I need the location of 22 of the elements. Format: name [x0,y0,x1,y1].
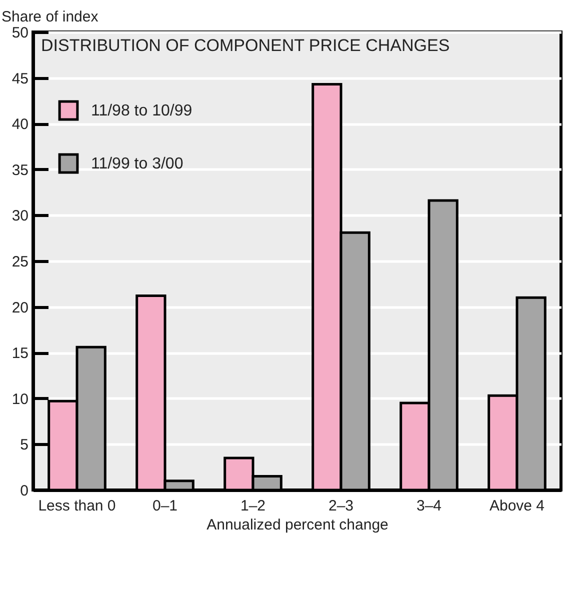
y-axis-title: Share of index [2,8,99,26]
x-tick-label: Less than 0 [38,498,116,514]
chart-title: DISTRIBUTION OF COMPONENT PRICE CHANGES [41,36,450,55]
y-tick-label: 40 [12,116,28,134]
y-tick-label: 15 [12,345,28,362]
x-axis-title: Annualized percent change [206,516,388,534]
x-tick-label: 0–1 [152,498,178,514]
y-tick-label: 30 [12,208,28,225]
x-tick-label: 2–3 [328,498,354,514]
x-tick-label: Above 4 [489,498,545,514]
y-tick-label: 50 [12,24,28,42]
y-tick-label: 20 [12,299,28,316]
y-tick-label: 10 [12,390,28,408]
x-tick-label: 1–2 [240,498,266,514]
legend-label: 11/99 to 3/00 [91,156,184,172]
y-tick-label: 35 [12,162,28,179]
legend-label: 11/98 to 10/99 [91,102,192,120]
y-tick-label: 45 [12,70,28,88]
y-tick-label: 25 [12,254,28,270]
y-tick-label: 5 [20,436,28,454]
x-tick-label: 3–4 [416,498,442,514]
y-tick-label: 0 [20,482,28,500]
